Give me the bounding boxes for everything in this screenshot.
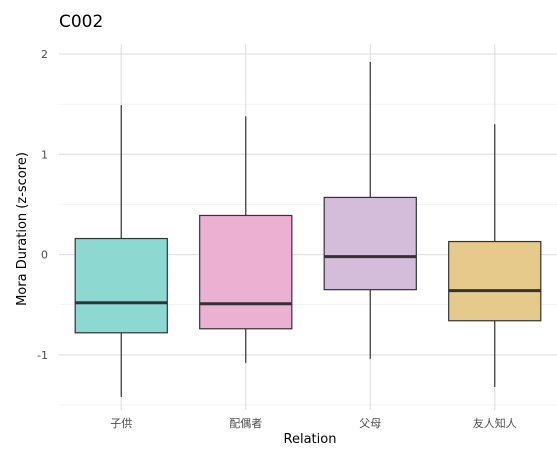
box-layer (74, 62, 542, 397)
y-tick-label: -1 (37, 349, 48, 362)
y-tick-label: 2 (41, 48, 48, 61)
box-body (199, 214, 293, 330)
box-body (323, 196, 417, 291)
x-tick-label: 友人知人 (473, 416, 517, 430)
box-group (323, 62, 417, 359)
x-tick-label: 父母 (359, 417, 381, 430)
y-tick-label: 1 (41, 148, 48, 161)
box-group (448, 124, 542, 387)
y-tick-label: 0 (41, 249, 48, 262)
axis-labels: -1 0 1 2 子供 配偶者 父母 友人知人 (37, 48, 517, 430)
x-tick-label: 配偶者 (229, 417, 262, 430)
box-body (448, 240, 542, 322)
chart-title: C002 (59, 12, 103, 32)
box-body (74, 237, 168, 334)
x-tick-label: 子供 (110, 416, 132, 430)
box-group (199, 116, 293, 363)
grid-lines (59, 44, 557, 410)
x-axis-title: Relation (284, 432, 337, 447)
y-axis-title: Mora Duration (z-score) (15, 152, 30, 306)
box-group (74, 105, 168, 397)
